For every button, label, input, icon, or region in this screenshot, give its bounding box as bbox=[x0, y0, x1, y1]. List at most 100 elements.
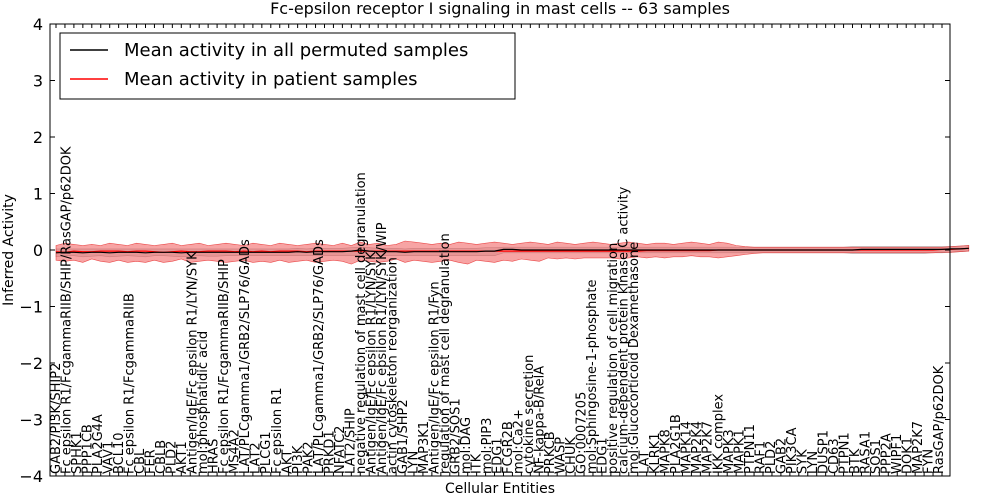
legend-label-permuted: Mean activity in all permuted samples bbox=[124, 40, 468, 61]
x-tick-label: cytokine secretion bbox=[522, 355, 537, 474]
x-tick-label: FYN bbox=[922, 449, 937, 474]
x-tick-label: regulation of mast cell degranulation bbox=[438, 233, 453, 474]
x-tick-label: MAPK8 bbox=[659, 429, 674, 474]
x-tick-label: GAB2/PI3K/SHIP2 bbox=[49, 363, 64, 474]
x-tick-label: AKT1 bbox=[175, 441, 190, 474]
x-tick-label: PLA2G1B bbox=[669, 414, 684, 474]
x-tick-label: SPHK1 bbox=[70, 431, 85, 474]
x-tick-label: SOS1 bbox=[869, 439, 884, 474]
x-tick-label: LAT/PLCgamma1/GRB2/SLP76/GADs bbox=[238, 239, 253, 474]
x-tick-label: GO:0007205 bbox=[575, 392, 590, 474]
x-tick-label: PLD2 bbox=[764, 441, 779, 474]
x-tick-label: HRAS bbox=[207, 439, 222, 474]
x-tick-label: WASP bbox=[554, 437, 569, 474]
x-tick-label: MAP2K7 bbox=[911, 421, 926, 474]
x-tick-label: PI3K bbox=[291, 445, 306, 474]
y-tick-label: 3 bbox=[33, 72, 43, 91]
x-tick-label: actin cytoskeleton reorganization bbox=[385, 257, 400, 474]
legend: Mean activity in all permuted samples Me… bbox=[59, 32, 516, 100]
x-tick-label: positive regulation of cell migration bbox=[606, 243, 621, 474]
y-tick-label: 4 bbox=[33, 15, 43, 34]
x-tick-label: CD63 bbox=[827, 438, 842, 474]
x-tick-label: Antigen/IgE/Fc epsilon R1/LYN/SYK/WIP bbox=[375, 222, 390, 474]
x-tick-label: MAP3K1 bbox=[417, 421, 432, 474]
x-tick-label: LYN bbox=[406, 451, 421, 474]
x-tick-label: LAT2 bbox=[249, 442, 264, 474]
x-tick-label: LAT bbox=[638, 451, 653, 474]
x-tick-label: NF-kappa-B/RelA bbox=[533, 366, 548, 474]
x-tick-label: FCGR2B bbox=[501, 421, 516, 474]
x-tick-label: MAPK3 bbox=[722, 429, 737, 474]
x-tick-label: PLA2G4A bbox=[91, 414, 106, 474]
x-tick-label: PPP2A bbox=[879, 433, 894, 474]
x-tick-label: BCL10 bbox=[112, 432, 127, 474]
x-tick-label: PRKCB bbox=[543, 431, 558, 474]
x-tick-label: calcium-dependent protein kinase C activ… bbox=[617, 186, 632, 474]
x-tick-label: mol:DAG bbox=[459, 417, 474, 474]
x-tick-label: GAB2 bbox=[774, 438, 789, 474]
x-tick-label: mol:Ca2+ bbox=[512, 409, 527, 474]
x-tick-label: ITK bbox=[470, 453, 485, 474]
y-tick-label: −1 bbox=[19, 298, 43, 317]
x-tick-label: WIPF1 bbox=[890, 434, 905, 474]
x-tick-label: CBLB bbox=[154, 440, 169, 474]
x-tick-label: Fc epsilon R1/FcgammaRIIB/SHIP/RasGAP/p6… bbox=[60, 146, 75, 474]
x-tick-label: FER bbox=[144, 449, 159, 474]
x-tick-label: BTK bbox=[848, 448, 863, 474]
x-tick-label: MS4A2 bbox=[228, 429, 243, 474]
x-tick-label: mol:phosphatidic acid bbox=[196, 331, 211, 474]
x-tick-label: EDG1 bbox=[491, 437, 506, 474]
x-tick-label: KLRK1 bbox=[648, 432, 663, 474]
legend-box bbox=[59, 32, 516, 100]
x-tick-label: LAT/PLCgamma1/GRB2/SLP76/GADs bbox=[312, 239, 327, 474]
x-tick-label: DUSP1 bbox=[816, 430, 831, 474]
x-tick-label: MAP2K4 bbox=[690, 421, 705, 474]
x-tick-label: mol:PIP3 bbox=[480, 418, 495, 474]
y-axis-label: Inferred Activity bbox=[1, 194, 17, 306]
x-tick-label: mol:Sphingosine-1-phosphate bbox=[585, 280, 600, 474]
x-tick-label: Antigen/IgE/Fc epsilon R1/LYN/SYK bbox=[364, 251, 379, 474]
permuted-mean-line bbox=[55, 247, 969, 254]
x-tick-label: PAK2 bbox=[301, 441, 316, 474]
x-tick-label: MAPK14 bbox=[680, 421, 695, 474]
y-tick-label: −2 bbox=[19, 354, 43, 373]
x-tick-label: PTPN1 bbox=[837, 432, 852, 474]
x-tick-label: RAF1 bbox=[753, 441, 768, 474]
x-tick-label: MAPK1 bbox=[732, 429, 747, 474]
x-tick-label: Antigen/IgE/Fc epsilon R1/Fyn bbox=[427, 281, 442, 474]
x-tick-label: PTPN11 bbox=[743, 424, 758, 474]
x-tick-label: Antigen/IgE/Fc epsilon R1/LYN/SYK bbox=[186, 251, 201, 474]
x-tick-label: PIK3CA bbox=[785, 427, 800, 474]
y-tick-label: 1 bbox=[33, 185, 43, 204]
patient-range-band bbox=[55, 240, 970, 265]
x-tick-label: LYN bbox=[806, 451, 821, 474]
x-tick-label: GAB1/SHP2 bbox=[396, 399, 411, 474]
x-tick-label: GRB2/SOS1 bbox=[449, 398, 464, 474]
x-tick-label: mol:Glucocorticoid Dexamethasone bbox=[627, 242, 642, 474]
x-tick-label: RASA1 bbox=[858, 431, 873, 474]
x-tick-label: LAT2/SHIP bbox=[343, 408, 358, 474]
chart-title: Fc-epsilon receptor I signaling in mast … bbox=[270, 0, 730, 18]
x-tick-label: RasGAP/p62DOK bbox=[932, 365, 947, 474]
x-tick-label: PPP1CB bbox=[81, 424, 96, 474]
y-tick-label: 2 bbox=[33, 128, 43, 147]
x-tick-label: Fc epsilon R1/FcgammaRIIB bbox=[123, 293, 138, 474]
x-tick-label: PRKD1 bbox=[322, 430, 337, 474]
y-tick-label: −3 bbox=[19, 411, 43, 430]
x-tick-label: AKT bbox=[280, 450, 295, 474]
x-tick-label: EDG1 bbox=[596, 437, 611, 474]
y-tick-label: −4 bbox=[19, 467, 43, 486]
x-tick-label: SYK bbox=[795, 449, 810, 474]
y-tick-label: 0 bbox=[33, 241, 43, 260]
x-tick-label: NFATC2 bbox=[333, 426, 348, 474]
x-tick-label: CHUK bbox=[564, 437, 579, 474]
x-tick-label: IKK complex bbox=[711, 394, 726, 474]
x-tick-label: PLD2 bbox=[165, 441, 180, 474]
x-tick-label: Fc epsilon R1/FcgammaRIIB/SHIP bbox=[217, 259, 232, 474]
x-axis-label: Cellular Entities bbox=[445, 481, 555, 497]
x-tick-label: negative regulation of mast cell degranu… bbox=[354, 172, 369, 474]
x-tick-label: MAP2K7 bbox=[701, 421, 716, 474]
x-tick-label: Fc epsilon R1 bbox=[270, 387, 285, 474]
x-tick-label: VAV1 bbox=[102, 441, 117, 474]
